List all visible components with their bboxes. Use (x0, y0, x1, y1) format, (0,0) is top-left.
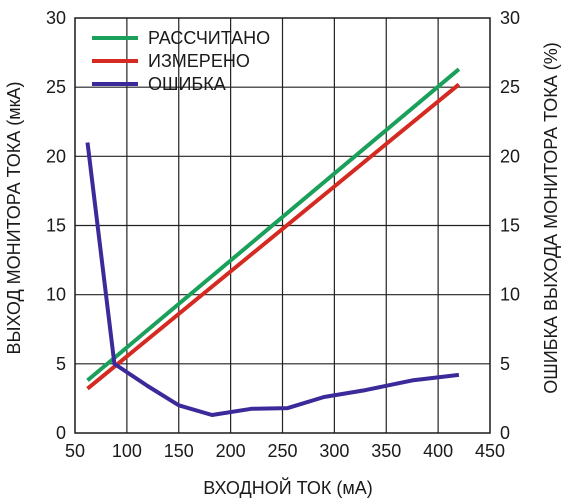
y2-tick-label: 5 (500, 354, 510, 374)
y-tick-label: 15 (46, 216, 66, 236)
legend-label-1: РАССЧИТАНО (148, 28, 270, 48)
y2-tick-label: 10 (500, 285, 520, 305)
y-axis-label: ВЫХОД МОНИТОРА ТОКА (мкА) (4, 82, 24, 355)
series-line-2 (86, 82, 461, 391)
legend-label-3: ОШИБКА (148, 74, 226, 94)
y2-tick-label: 25 (500, 77, 520, 97)
y2-tick-label: 30 (500, 8, 520, 28)
legend-label-2: ИЗМЕРЕНО (148, 51, 250, 71)
y-tick-label: 20 (46, 146, 66, 166)
series-group (85, 67, 461, 417)
series-line-1 (86, 67, 461, 382)
x-axis-label: ВХОДНОЙ ТОК (мА) (203, 477, 372, 498)
y2-tick-label: 20 (500, 146, 520, 166)
legend: РАССЧИТАНО ИЗМЕРЕНО ОШИБКА (92, 28, 270, 94)
y2-tick-label: 15 (500, 216, 520, 236)
x-tick-label: 200 (216, 441, 246, 461)
x-tick-label: 50 (65, 441, 85, 461)
y2-tick-label: 0 (500, 423, 510, 443)
y-tick-label: 0 (56, 423, 66, 443)
x-tick-label: 350 (371, 441, 401, 461)
y-tick-label: 30 (46, 8, 66, 28)
y-tick-label: 25 (46, 77, 66, 97)
x-tick-label: 300 (319, 441, 349, 461)
series-line-3 (85, 142, 460, 417)
x-tick-label: 450 (475, 441, 505, 461)
y-tick-label: 10 (46, 285, 66, 305)
y2-axis-label: ОШИБКА ВЫХОДА МОНИТОРА ТОКА (%) (541, 42, 561, 394)
x-tick-label: 100 (112, 441, 142, 461)
y-tick-label: 5 (56, 354, 66, 374)
plot-frame (74, 17, 491, 434)
tick-labels: 50 100 150 200 250 300 350 400 45005101520253005… (46, 8, 520, 461)
grid (75, 18, 490, 433)
x-tick-label: 400 (423, 441, 453, 461)
x-tick-label: 150 (164, 441, 194, 461)
x-tick-label: 250 (267, 441, 297, 461)
